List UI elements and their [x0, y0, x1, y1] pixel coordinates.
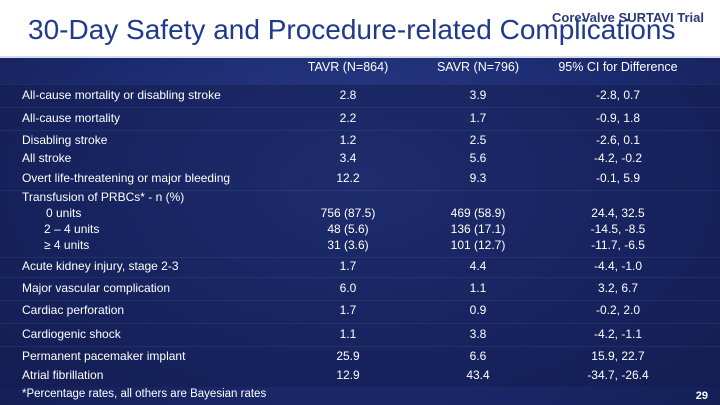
savr-value: 43.4 [466, 368, 490, 382]
savr-value: 0.9 [469, 303, 487, 317]
savr-value: 3.8 [469, 327, 487, 341]
page-number: 29 [695, 390, 708, 402]
tavr-value: 1.7 [339, 303, 357, 317]
title-bar: 30-Day Safety and Procedure-related Comp… [0, 0, 720, 56]
row-label: Transfusion of PRBCs* - n (%) [22, 190, 185, 204]
tavr-value: 1.7 [339, 259, 357, 273]
tavr-value: 31 (3.6) [327, 238, 369, 252]
row-label: Atrial fibrillation [22, 368, 104, 382]
ci-value: -34.7, -26.4 [587, 368, 649, 382]
table-row [0, 107, 720, 130]
savr-value: 469 (58.9) [450, 206, 506, 220]
column-header-tavr: TAVR (N=864) [307, 60, 389, 74]
tavr-value: 6.0 [339, 281, 357, 295]
ci-value: -2.8, 0.7 [595, 88, 641, 102]
row-label: Cardiogenic shock [22, 327, 121, 341]
row-label: ≥ 4 units [44, 238, 90, 252]
ci-value: 3.2, 6.7 [597, 281, 639, 295]
title-divider [0, 56, 720, 58]
row-label: All-cause mortality or disabling stroke [22, 88, 221, 102]
tavr-value: 12.9 [336, 368, 360, 382]
savr-value: 9.3 [469, 171, 487, 185]
table-row [0, 300, 720, 323]
savr-value: 3.9 [469, 88, 487, 102]
savr-value: 1.1 [469, 281, 487, 295]
ci-value: -0.9, 1.8 [595, 111, 641, 125]
tavr-value: 2.2 [339, 111, 357, 125]
ci-value: -4.4, -1.0 [593, 259, 643, 273]
tavr-value: 756 (87.5) [320, 206, 376, 220]
row-label: All stroke [22, 151, 72, 165]
footnote: *Percentage rates, all others are Bayesi… [22, 388, 267, 400]
tavr-value: 3.4 [339, 151, 357, 165]
row-label: 2 – 4 units [44, 222, 100, 236]
savr-value: 1.7 [469, 111, 487, 125]
row-label: All-cause mortality [22, 111, 121, 125]
ci-value: -0.1, 5.9 [595, 171, 641, 185]
table-row [0, 84, 720, 107]
savr-value: 6.6 [469, 349, 487, 363]
savr-value: 101 (12.7) [450, 238, 506, 252]
row-label: Cardiac perforation [22, 303, 125, 317]
savr-value: 136 (17.1) [450, 222, 506, 236]
table-row [0, 257, 720, 277]
ci-value: -14.5, -8.5 [590, 222, 646, 236]
row-label: Disabling stroke [22, 133, 108, 147]
tavr-value: 2.8 [339, 88, 357, 102]
table-row [0, 130, 720, 190]
ci-value: 24.4, 32.5 [591, 206, 645, 220]
table-row [0, 323, 720, 346]
row-label: Acute kidney injury, stage 2-3 [22, 259, 179, 273]
savr-value: 2.5 [469, 133, 487, 147]
tavr-value: 25.9 [336, 349, 360, 363]
page-title: 30-Day Safety and Procedure-related Comp… [28, 14, 676, 45]
table-row [0, 346, 720, 387]
ci-value: -11.7, -6.5 [591, 238, 645, 252]
trial-brand-logo: CoreValve SURTAVI Trial [552, 10, 704, 25]
tavr-value: 48 (5.6) [327, 222, 369, 236]
row-label: 0 units [46, 206, 82, 220]
row-label: Overt life-threatening or major bleeding [22, 171, 231, 185]
ci-value: -4.2, -0.2 [593, 151, 643, 165]
column-header-ci: 95% CI for Difference [558, 60, 678, 74]
table-row [0, 190, 720, 257]
table-row [0, 277, 720, 300]
column-header-savr: SAVR (N=796) [436, 60, 520, 74]
row-label: Permanent pacemaker implant [22, 349, 186, 363]
ci-value: 15.9, 22.7 [591, 349, 645, 363]
tavr-value: 1.1 [339, 327, 357, 341]
tavr-value: 12.2 [336, 171, 360, 185]
ci-value: -2.6, 0.1 [595, 133, 641, 147]
savr-value: 5.6 [469, 151, 487, 165]
ci-value: -4.2, -1.1 [593, 327, 643, 341]
tavr-value: 1.2 [339, 133, 357, 147]
savr-value: 4.4 [469, 259, 487, 273]
row-label: Major vascular complication [22, 281, 171, 295]
ci-value: -0.2, 2.0 [595, 303, 641, 317]
